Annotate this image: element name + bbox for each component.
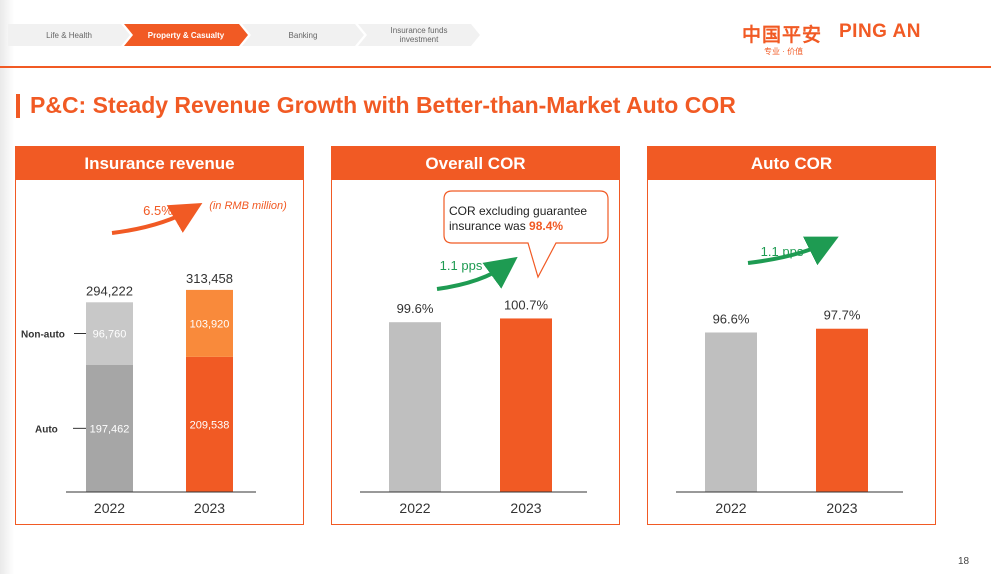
auto-value-label-2022: 197,462	[90, 423, 130, 435]
header-rule	[0, 66, 991, 68]
cor-value-label-2023: 97.7%	[824, 308, 861, 323]
cor-value-label-2022: 99.6%	[397, 301, 434, 316]
ping-an-logo: 中国平安 PING AN 专业 · 价值	[742, 20, 942, 60]
panel-auto-cor: Auto COR 96.6% 2022 97.7% 2023 1.1 pps	[647, 146, 936, 525]
callout-text: COR excluding guarantee insurance was 98.…	[449, 204, 587, 233]
page-title: P&C: Steady Revenue Growth with Better-t…	[30, 92, 736, 118]
x-tick-label-2022: 2022	[94, 500, 125, 516]
title-accent-bar	[16, 94, 20, 118]
auto-bar-2023	[186, 356, 233, 492]
cor-bar-2023	[500, 318, 552, 492]
nav-tab-insurance-funds[interactable]: Insurance funds investment	[358, 24, 480, 46]
left-shade	[0, 0, 14, 574]
cor-bar-2022	[389, 322, 441, 492]
non-auto-value-label-2022: 96,760	[93, 328, 127, 340]
non-auto-bar-2023	[186, 289, 233, 357]
growth-arrow	[111, 202, 203, 235]
change-label: 1.1 pps	[761, 244, 804, 259]
cor-value-label-2023: 100.7%	[504, 297, 549, 312]
change-arrow	[747, 236, 839, 266]
callout-bubble	[443, 190, 609, 279]
unit-note: (in RMB million)	[209, 200, 287, 212]
cor-bar-2022	[705, 332, 757, 492]
x-tick-label-2023: 2023	[510, 500, 541, 516]
auto-bar-2022	[86, 364, 133, 492]
growth-label: 6.5%	[143, 203, 173, 218]
non-auto-value-label-2023: 103,920	[190, 318, 230, 330]
non-auto-bar-2022	[86, 302, 133, 365]
panel-header-overall-cor: Overall COR	[332, 147, 619, 180]
page-number: 18	[958, 556, 970, 567]
panel-overall-cor: Overall COR 99.6% 2022 100.7% 2023 1.1 pps CO…	[331, 146, 620, 525]
panel-header-auto-cor: Auto COR	[648, 147, 935, 180]
nav-tab-property-casualty[interactable]: Property & Casualty	[124, 24, 248, 46]
change-label: 1.1 pps	[440, 258, 483, 273]
x-tick-label-2022: 2022	[399, 500, 430, 516]
x-tick-label-2023: 2023	[826, 500, 857, 516]
panel-header-insurance-revenue: Insurance revenue	[16, 147, 303, 180]
total-label-2022: 294,222	[86, 283, 133, 298]
auto-value-label-2023: 209,538	[190, 419, 230, 431]
change-arrow	[436, 256, 518, 291]
legend-auto: Auto	[35, 424, 58, 435]
nav-tab-banking[interactable]: Banking	[242, 24, 364, 46]
nav-tab-life-health[interactable]: Life & Health	[8, 24, 130, 46]
legend-non-auto: Non-auto	[21, 329, 65, 340]
x-tick-label-2023: 2023	[194, 500, 225, 516]
auto-cor-chart: 96.6% 2022 97.7% 2023 1.1 pps	[676, 236, 903, 516]
panel-insurance-revenue: Insurance revenue 197,462 96,760 294,222 20…	[15, 146, 304, 525]
logo-tagline: 专业 · 价值	[764, 47, 804, 56]
cor-value-label-2022: 96.6%	[713, 311, 750, 326]
total-label-2023: 313,458	[186, 271, 233, 286]
logo-en-text: PING AN	[839, 21, 921, 42]
logo-cn-text: 中国平安	[742, 25, 823, 46]
overall-cor-chart: 99.6% 2022 100.7% 2023 1.1 pps COR excluding …	[360, 190, 609, 516]
x-tick-label-2022: 2022	[715, 500, 746, 516]
cor-bar-2023	[816, 328, 868, 492]
insurance-revenue-chart: 197,462 96,760 294,222 2022 209,538 103,920 31…	[21, 200, 287, 516]
